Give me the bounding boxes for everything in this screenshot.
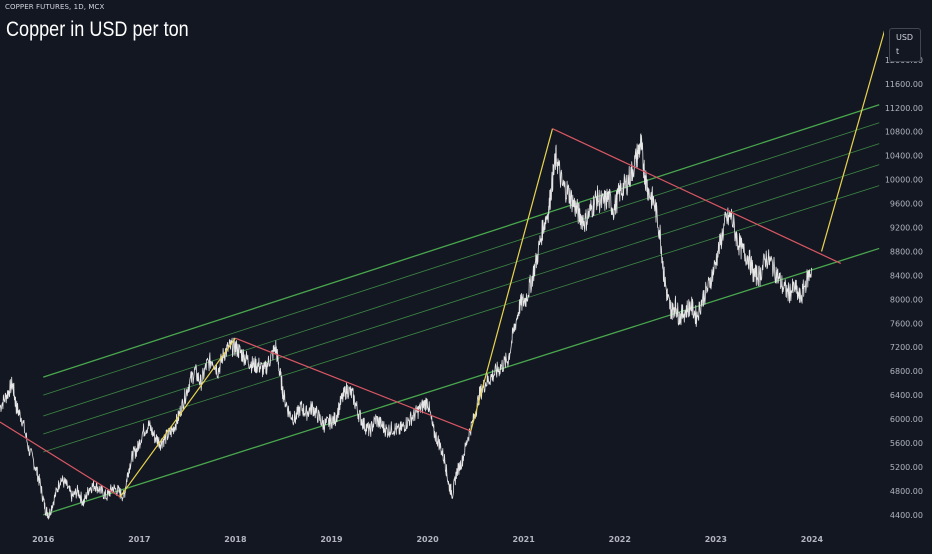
x-tick-label: 2019 <box>320 535 343 544</box>
x-tick-label: 2016 <box>32 535 55 544</box>
uptrend-line-6 <box>820 30 884 252</box>
y-tick-label: 6000.00 <box>890 415 923 424</box>
chart-title: Copper in USD per ton <box>6 18 189 41</box>
y-tick-label: 11600.00 <box>885 80 923 89</box>
y-tick-label: 8800.00 <box>890 247 923 256</box>
y-tick-label: 7200.00 <box>890 343 923 352</box>
x-tick-label: 2024 <box>801 535 824 544</box>
x-tick-label: 2023 <box>705 535 727 544</box>
y-tick-label: 8400.00 <box>890 271 923 280</box>
y-tick-label: 4400.00 <box>890 511 923 520</box>
y-tick-label: 11200.00 <box>885 104 923 113</box>
channel-line-4 <box>43 143 880 417</box>
downtrend-line-3 <box>235 337 472 432</box>
y-tick-label: 9600.00 <box>890 200 923 209</box>
channel-line-3 <box>43 164 880 435</box>
y-tick-label: 8000.00 <box>890 295 923 304</box>
scale-unit-box[interactable]: USD t <box>889 28 921 62</box>
x-tick-label: 2020 <box>416 535 439 544</box>
symbol-label[interactable]: COPPER FUTURES, 1D, MCX <box>5 3 105 11</box>
uptrend-line-2 <box>119 337 236 498</box>
downtrend-line-5 <box>552 128 842 264</box>
y-tick-label: 9200.00 <box>890 223 923 232</box>
uptrend-line-4 <box>470 128 554 432</box>
x-tick-label: 2018 <box>224 535 247 544</box>
y-tick-label: 5600.00 <box>890 439 923 448</box>
y-tick-label: 10800.00 <box>885 128 923 137</box>
channel-line-6 <box>43 104 880 378</box>
channel-line-1 <box>43 247 880 516</box>
unit-label: t <box>896 47 900 56</box>
currency-label: USD <box>896 33 914 42</box>
y-tick-label: 6400.00 <box>890 391 923 400</box>
y-tick-label: 7600.00 <box>890 319 923 328</box>
x-tick-label: 2021 <box>513 535 536 544</box>
y-tick-label: 5200.00 <box>890 463 923 472</box>
channel-line-2 <box>43 185 880 453</box>
y-tick-label: 6800.00 <box>890 367 923 376</box>
y-tick-label: 4800.00 <box>890 487 923 496</box>
downtrend-line-1 <box>0 421 121 498</box>
channel-line-5 <box>43 122 880 396</box>
y-tick-label: 10400.00 <box>885 152 923 161</box>
y-tick-label: 10000.00 <box>885 176 923 185</box>
x-tick-label: 2017 <box>128 535 150 544</box>
x-tick-label: 2022 <box>609 535 631 544</box>
price-line <box>0 133 813 520</box>
